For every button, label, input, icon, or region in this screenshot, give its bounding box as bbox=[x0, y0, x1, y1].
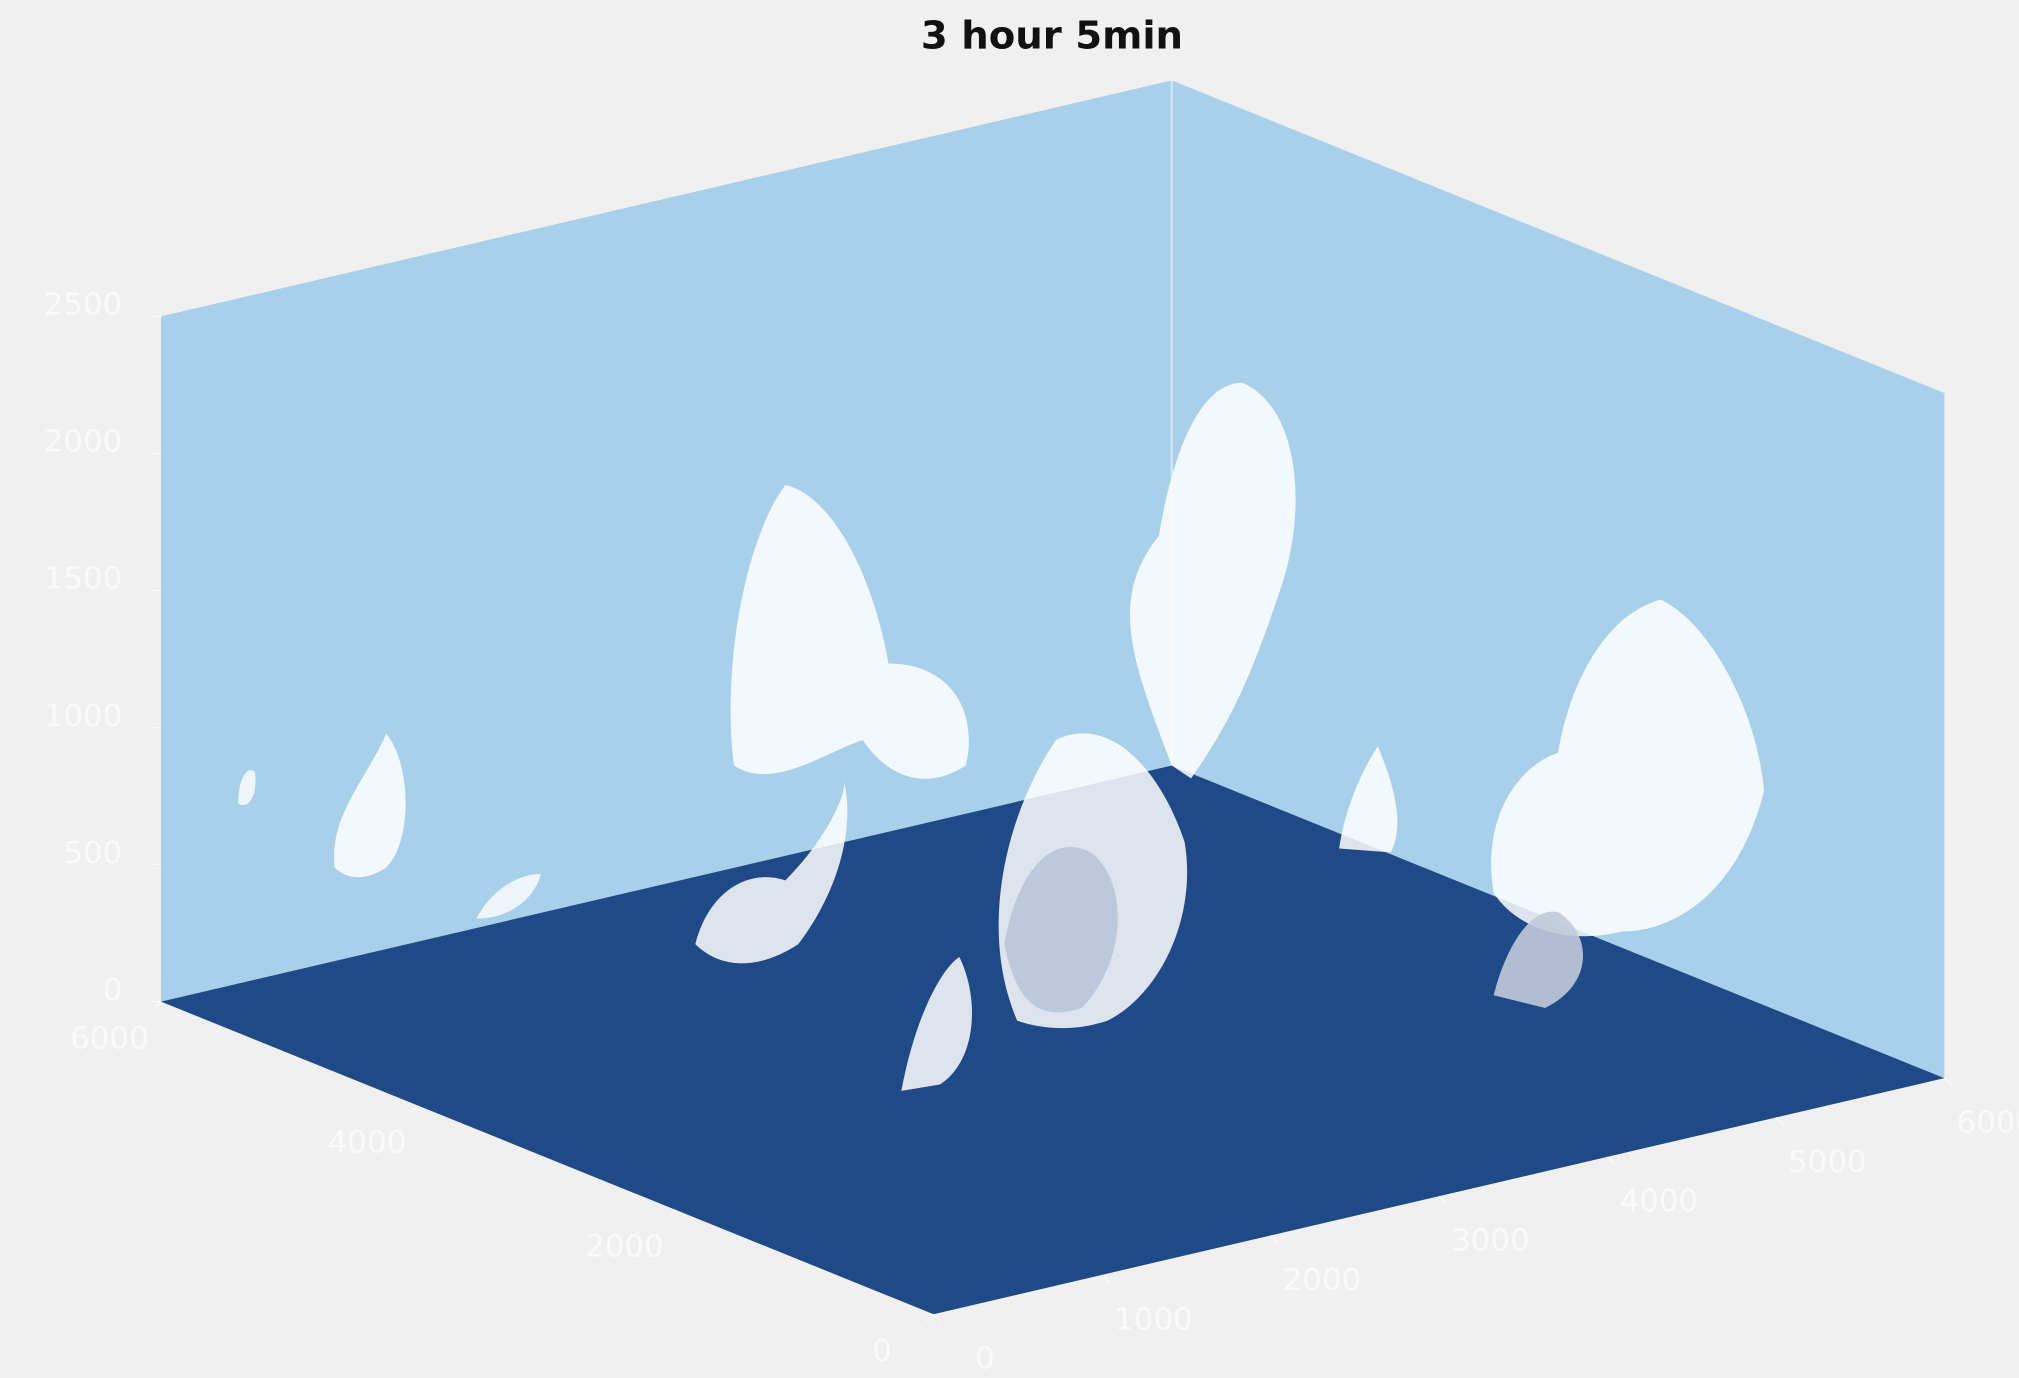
x-tick bbox=[1439, 1196, 1447, 1204]
y-tick bbox=[153, 1002, 161, 1010]
y-tick bbox=[926, 1314, 934, 1322]
y-tick-label: 0 bbox=[872, 1333, 892, 1369]
y-tick bbox=[411, 1106, 419, 1114]
y-tick-label: 2000 bbox=[585, 1229, 664, 1265]
z-tick-label: 1500 bbox=[44, 561, 123, 597]
z-tick-label: 500 bbox=[63, 835, 122, 871]
x-tick bbox=[1270, 1236, 1278, 1244]
x-tick bbox=[1776, 1117, 1784, 1125]
y-tick bbox=[668, 1210, 676, 1218]
x-tick-label: 3000 bbox=[1451, 1223, 1530, 1259]
z-tick-label: 0 bbox=[103, 972, 123, 1008]
x-tick-label: 0 bbox=[975, 1341, 995, 1377]
x-tick-label: 4000 bbox=[1620, 1183, 1699, 1219]
chart: 0 500 1000 1500 2000 2500 0 2000 4000 6000 0 1000 20… bbox=[0, 0, 2019, 1378]
page: {"chart_data": {"type": "volume3d", "tit… bbox=[0, 0, 2019, 1378]
x-tick-label: 5000 bbox=[1788, 1144, 1867, 1180]
y-tick-label: 6000 bbox=[70, 1020, 149, 1056]
z-tick-label: 2500 bbox=[44, 287, 123, 323]
x-tick bbox=[1607, 1157, 1615, 1165]
z-tick-label: 2000 bbox=[44, 424, 123, 460]
x-tick bbox=[1944, 1078, 1952, 1086]
x-tick bbox=[1102, 1275, 1110, 1283]
x-tick bbox=[934, 1314, 942, 1322]
x-tick-label: 1000 bbox=[1114, 1301, 1193, 1337]
chart-title: 3 hour 5min bbox=[921, 14, 1183, 59]
x-tick-label: 6000 bbox=[1957, 1105, 2019, 1141]
y-tick-label: 4000 bbox=[328, 1125, 407, 1161]
z-tick-label: 1000 bbox=[44, 698, 123, 734]
x-tick-label: 2000 bbox=[1283, 1262, 1362, 1298]
